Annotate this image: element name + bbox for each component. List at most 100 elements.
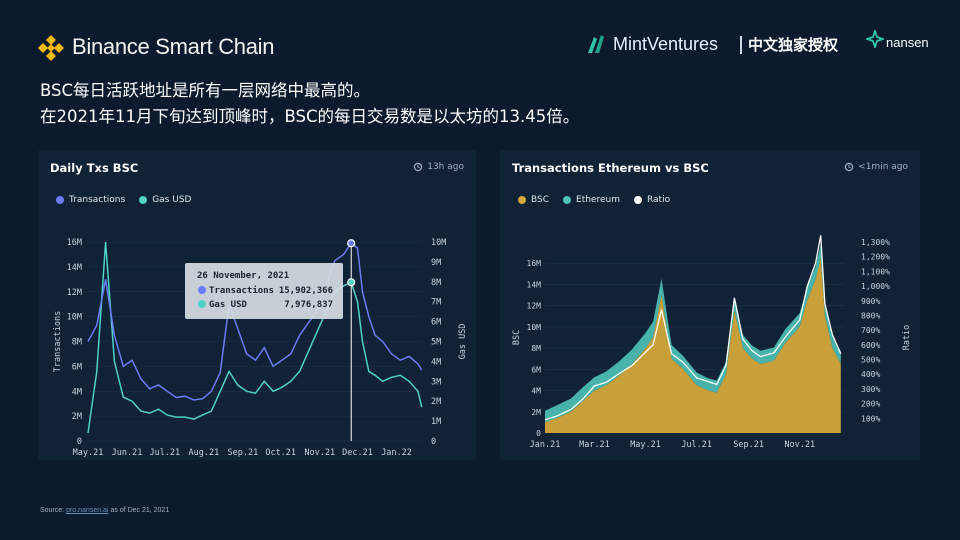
- legend-label: BSC: [531, 195, 550, 205]
- legend-item-bsc[interactable]: BSC: [518, 195, 549, 205]
- y-tick-label: 12M: [527, 302, 542, 311]
- y2-tick-label: 100%: [861, 414, 880, 423]
- chart-legend: Transactions Gas USD: [56, 195, 191, 205]
- legend-swatch: [518, 196, 526, 204]
- y-tick-label: 14M: [67, 263, 82, 273]
- refresh-icon[interactable]: [844, 162, 854, 172]
- legend-swatch: [56, 196, 64, 204]
- x-tick-label: Oct.21: [265, 448, 296, 458]
- y2-tick-label: 1,100%: [861, 267, 890, 276]
- binance-logo-icon: [38, 35, 64, 61]
- series-line-transactions: [87, 242, 423, 401]
- x-tick-label: Jun.21: [112, 448, 143, 458]
- y2-tick-label: 1,000%: [861, 282, 890, 291]
- tooltip-label: Gas USD: [209, 300, 248, 310]
- legend-label: Transactions: [69, 195, 126, 205]
- legend-item-ratio[interactable]: Ratio: [633, 195, 671, 205]
- legend-label: Ratio: [646, 195, 671, 205]
- refresh-icon[interactable]: [413, 162, 423, 172]
- y2-axis-label: Gas USD: [458, 324, 468, 360]
- eth-vs-bsc-panel: Transactions Ethereum vs BSC <1min ago B…: [500, 150, 920, 460]
- update-time: 13h ago: [413, 162, 464, 172]
- y2-tick-label: 1M: [431, 417, 441, 427]
- legend-item-transactions[interactable]: Transactions: [56, 195, 125, 205]
- tooltip-swatch: [198, 286, 206, 294]
- y2-tick-label: 6M: [431, 318, 441, 328]
- y2-tick-label: 3M: [431, 377, 441, 387]
- tooltip-date: 26 November, 2021: [197, 271, 289, 281]
- legend-swatch: [633, 196, 642, 204]
- legend-swatch: [563, 196, 572, 204]
- y2-tick-label: 700%: [861, 326, 880, 335]
- series-line-gas-usd: [87, 241, 423, 434]
- y2-tick-label: 2M: [431, 397, 441, 407]
- y2-tick-label: 8M: [431, 278, 441, 288]
- y2-tick-label: 300%: [861, 385, 880, 394]
- y-tick-label: 10M: [67, 313, 82, 323]
- x-tick-label: Dec.21: [342, 448, 373, 458]
- legend-item-gas-usd[interactable]: Gas USD: [139, 195, 191, 205]
- headline-line-1: BSC每日活跃地址是所有一层网络中最高的。: [40, 81, 371, 100]
- source-link[interactable]: pro.nansen.ai: [66, 507, 109, 514]
- source-prefix: Source:: [40, 507, 67, 514]
- y-tick-label: 6M: [72, 362, 82, 372]
- tooltip-value: 15,902,366: [279, 286, 333, 296]
- y-tick-label: 4M: [72, 387, 82, 397]
- x-tick-label: Nov.21: [304, 448, 335, 458]
- y2-tick-label: 9M: [431, 258, 441, 268]
- y-tick-label: 10M: [527, 323, 542, 332]
- y2-tick-label: 800%: [861, 311, 880, 320]
- y-tick-label: 8M: [531, 344, 541, 353]
- legend-swatch: [139, 196, 148, 204]
- y2-tick-label: 1,200%: [861, 253, 890, 262]
- eth-vs-bsc-chart[interactable]: 0 2M 4M 6M 8M 10M 12M 14M 16M 100% 200% 300% 400% 500…: [500, 150, 920, 460]
- legend-label: Ethereum: [576, 195, 620, 205]
- legend-label: Gas USD: [152, 195, 192, 205]
- x-tick-label: Jan.21: [530, 440, 561, 450]
- x-tick-label: May.21: [630, 440, 661, 450]
- brand-divider: [740, 36, 742, 54]
- tooltip-swatch: [198, 300, 206, 308]
- page-title: Binance Smart Chain: [72, 34, 275, 59]
- series-area-ethereum: [545, 244, 841, 423]
- y-tick-label: 12M: [67, 288, 82, 298]
- x-tick-label: Aug.21: [189, 448, 220, 458]
- hover-point-transactions: [347, 239, 356, 248]
- y-axis-label: Transactions: [53, 311, 63, 372]
- nansen-logo: nansen: [866, 30, 929, 50]
- mint-ventures-text: MintVentures: [613, 33, 719, 54]
- y-tick-label: 4M: [531, 387, 541, 396]
- tooltip-value: 7,976,837: [284, 300, 333, 310]
- source-note: Source: pro.nansen.ai as of Dec 21, 2021: [40, 507, 169, 514]
- y2-tick-label: 400%: [861, 370, 880, 379]
- source-suffix: as of Dec 21, 2021: [108, 507, 170, 514]
- y-tick-label: 16M: [527, 259, 542, 268]
- y-tick-label: 2M: [531, 408, 541, 417]
- legend-item-ethereum[interactable]: Ethereum: [563, 195, 620, 205]
- exclusive-license-text: 中文独家授权: [748, 36, 839, 54]
- y-tick-label: 0: [77, 437, 82, 447]
- y2-tick-label: 600%: [861, 341, 880, 350]
- y-tick-label: 6M: [531, 365, 541, 374]
- y2-tick-label: 4M: [431, 357, 441, 367]
- y2-tick-label: 200%: [861, 400, 880, 409]
- y-tick-label: 0: [536, 429, 541, 438]
- tooltip-box: [185, 263, 343, 319]
- y2-tick-label: 0: [431, 437, 436, 447]
- headline-line-2: 在2021年11月下旬达到顶峰时，BSC的每日交易数是以太坊的13.45倍。: [40, 107, 580, 126]
- update-time-label: <1min ago: [858, 162, 908, 172]
- y2-tick-label: 1,300%: [861, 238, 890, 247]
- y2-axis-label: Ratio: [902, 325, 912, 351]
- y2-tick-label: 7M: [431, 298, 441, 308]
- y2-tick-label: 10M: [431, 238, 446, 248]
- series-line-ratio: [544, 235, 842, 421]
- y-tick-label: 8M: [72, 338, 82, 348]
- chart-legend: BSC Ethereum Ratio: [518, 195, 670, 205]
- daily-txs-chart[interactable]: 0 2M 4M 6M 8M 10M 12M 14M 16M 0 1M 2M 3M 4M 5M 6M 7M 8M 9M…: [38, 150, 476, 460]
- y2-tick-label: 500%: [861, 356, 880, 365]
- series-area-bsc: [545, 257, 841, 433]
- y-tick-label: 2M: [72, 412, 82, 422]
- x-tick-label: Jul.21: [149, 448, 180, 458]
- nansen-mark-icon: [866, 30, 884, 48]
- hover-point-gas: [347, 278, 356, 287]
